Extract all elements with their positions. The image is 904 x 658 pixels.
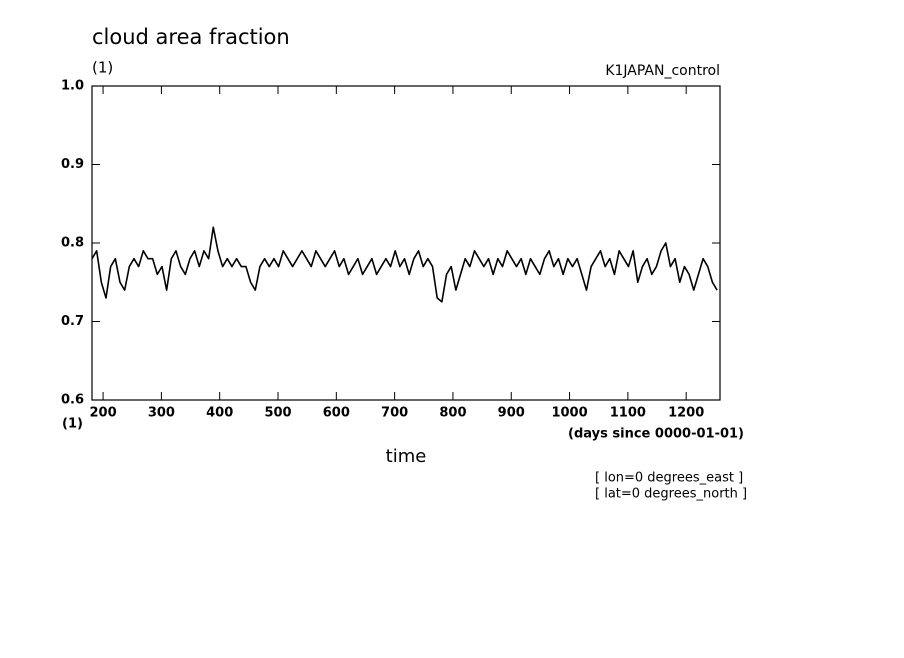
x-axis-label: time [386, 446, 427, 467]
x-unit: (days since 0000-01-01) [568, 427, 744, 442]
x-tick-label: 1000 [551, 406, 587, 421]
x-unit-left: (1) [62, 417, 83, 432]
y-tick-label: 0.8 [61, 236, 84, 251]
y-tick-label: 0.6 [61, 393, 84, 408]
run-label: K1JAPAN_control [605, 63, 720, 79]
x-tick-label: 400 [206, 406, 233, 421]
y-tick-label: 0.7 [61, 314, 84, 329]
x-tick-label: 900 [498, 406, 525, 421]
y-unit: (1) [92, 59, 113, 77]
x-tick-label: 500 [264, 406, 291, 421]
y-tick-label: 0.9 [61, 157, 84, 172]
x-tick-label: 300 [148, 406, 175, 421]
x-tick-label: 1200 [668, 406, 704, 421]
y-tick-label: 1.0 [61, 79, 84, 94]
x-tick-label: 200 [90, 406, 117, 421]
x-tick-label: 700 [381, 406, 408, 421]
annotation: [ lon=0 degrees_east ] [595, 471, 743, 486]
x-tick-label: 600 [323, 406, 350, 421]
chart-title: cloud area fraction [92, 25, 290, 49]
plot-frame [91, 85, 721, 401]
x-tick-label: 800 [439, 406, 466, 421]
series-line [91, 226, 718, 303]
x-tick-label: 1100 [610, 406, 646, 421]
annotation: [ lat=0 degrees_north ] [595, 487, 747, 502]
